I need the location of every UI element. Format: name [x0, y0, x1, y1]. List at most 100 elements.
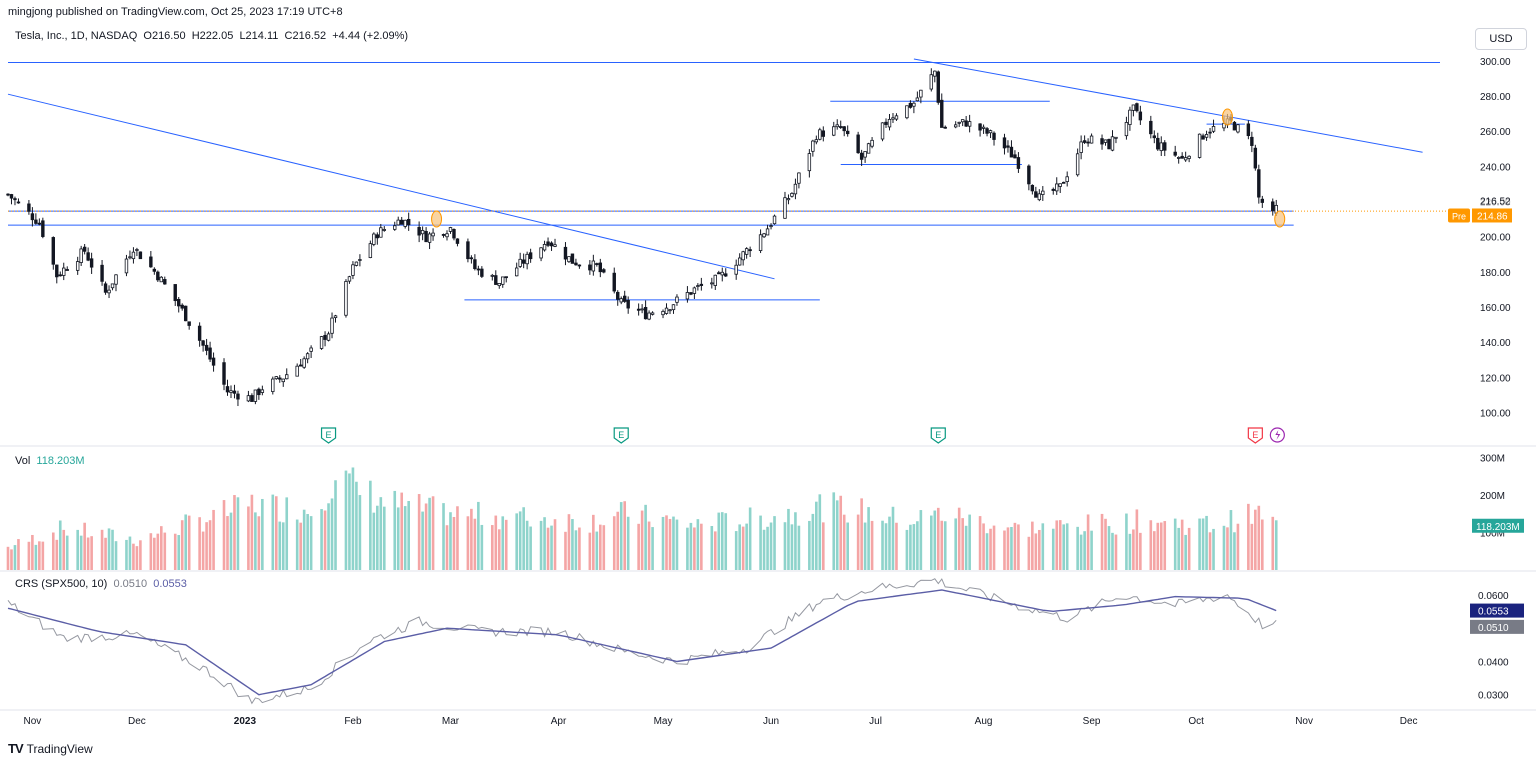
volume-bar [588, 532, 592, 570]
candle-up [710, 282, 714, 285]
volume-bar [1254, 509, 1257, 570]
candle-down [152, 268, 157, 272]
candle-down [406, 218, 411, 226]
volume-bar [1055, 520, 1059, 570]
candle-down [748, 249, 752, 252]
volume-bar [734, 531, 738, 570]
volume-label[interactable]: Vol [15, 455, 31, 467]
volume-bar [58, 520, 62, 570]
volume-bar [424, 503, 428, 570]
crs-axis-tick: 0.0600 [1478, 591, 1509, 602]
candle-up [229, 390, 233, 393]
volume-bar [1222, 525, 1226, 570]
candle-up [933, 70, 937, 77]
price-axis-tick: 300.00 [1480, 57, 1511, 68]
volume-bar [1128, 533, 1132, 570]
candle-down [1013, 154, 1017, 159]
volume-bar [198, 517, 201, 570]
volume-bar [895, 522, 898, 570]
candle-down [1156, 137, 1160, 150]
volume-bar [107, 528, 111, 570]
candle-up [501, 276, 505, 285]
candle-up [647, 312, 651, 320]
candle-down [1253, 147, 1258, 169]
volume-bar [407, 501, 410, 570]
volume-bar [710, 525, 714, 570]
candle-up [396, 219, 400, 226]
candle-down [236, 393, 240, 400]
volume-bar [229, 512, 233, 570]
candle-down [100, 264, 104, 282]
volume-bar [334, 480, 337, 570]
candle-down [232, 390, 237, 394]
volume-last-label: 118.203M [1476, 522, 1520, 533]
candle-up [696, 285, 700, 287]
candle-up [769, 225, 773, 228]
candle-down [992, 132, 996, 140]
volume-bar [985, 533, 989, 570]
candle-up [75, 261, 80, 271]
symbol-name[interactable]: Tesla, Inc., 1D, NASDAQ [15, 30, 138, 42]
currency-button[interactable]: USD [1475, 28, 1527, 50]
volume-bar [619, 502, 623, 570]
candle-up [1183, 157, 1188, 161]
candle-up [671, 304, 676, 311]
volume-bar [518, 511, 522, 570]
candle-up [1176, 157, 1181, 159]
volume-bar [445, 525, 449, 570]
candle-up [741, 251, 745, 261]
volume-bar [1226, 527, 1229, 570]
volume-bar [1208, 532, 1212, 570]
candle-down [570, 253, 575, 264]
candle-up [107, 289, 111, 294]
volume-bar [1107, 526, 1111, 570]
volume-bar [553, 519, 557, 570]
candle-down [424, 231, 428, 243]
candle-down [208, 347, 212, 360]
candle-down [58, 274, 62, 277]
footer-brand[interactable]: TradingView [26, 741, 93, 756]
candle-up [1187, 155, 1191, 159]
candle-up [542, 243, 547, 251]
volume-bar [111, 529, 114, 570]
candle-down [602, 269, 606, 273]
candle-up [114, 274, 118, 285]
candle-down [455, 238, 460, 244]
candle-up [981, 126, 986, 129]
candle-up [797, 172, 801, 184]
volume-bar [504, 519, 508, 570]
volume-bar [159, 526, 163, 570]
volume-bar [393, 490, 397, 570]
candle-up [79, 248, 83, 263]
volume-bar [1135, 509, 1139, 570]
candle-down [41, 220, 45, 237]
volume-bar [647, 521, 651, 570]
pre-badge [1448, 208, 1470, 223]
close-value: C216.52 [284, 30, 327, 42]
volume-bar [27, 541, 31, 570]
time-axis-label: Nov [23, 716, 41, 727]
candle-up [347, 276, 352, 282]
volume-bar [595, 531, 599, 570]
price-axis-tick: 280.00 [1480, 92, 1511, 103]
volume-bar [668, 518, 672, 570]
volume-bar [912, 524, 916, 570]
candle-down [612, 272, 616, 292]
candle-down [180, 304, 184, 309]
crs-label[interactable]: CRS (SPX500, 10) [15, 578, 108, 590]
candle-up [619, 298, 623, 303]
volume-bar [344, 470, 348, 570]
volume-bar [940, 520, 944, 570]
volume-bar [261, 498, 264, 570]
candle-down [473, 259, 477, 270]
volume-bar [867, 507, 870, 570]
tradingview-logo-icon[interactable]: TV [8, 741, 24, 756]
volume-bar [1013, 522, 1017, 570]
candle-down [964, 120, 968, 127]
volume-bar [1212, 528, 1215, 570]
volume-bar [62, 529, 66, 570]
candle-up [295, 365, 299, 377]
volume-bar [38, 541, 41, 570]
volume-bar [1083, 531, 1086, 570]
